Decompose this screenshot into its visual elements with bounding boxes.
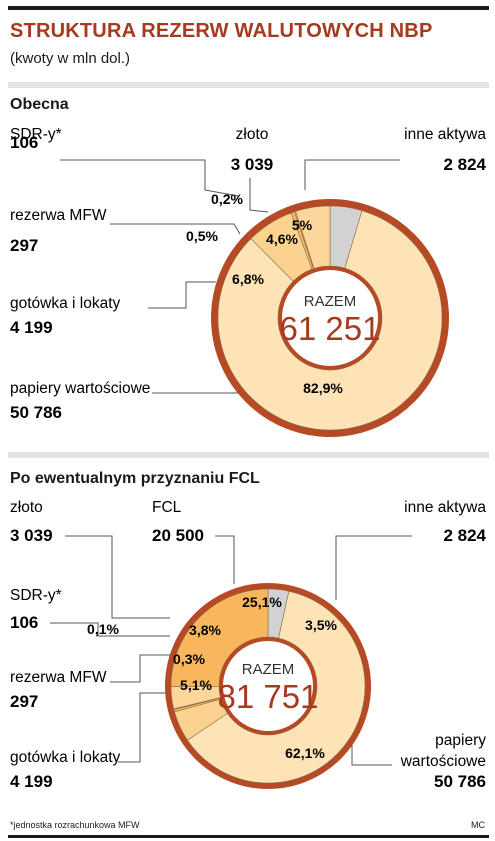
donut-inner-ring [278,266,382,370]
pct-label-zloto: 3,8% [189,622,221,638]
value-label-gotowka-i-lokaty: 4 199 [10,318,53,337]
category-label-gotowka-i-lokaty: gotówka i lokaty [10,295,121,312]
section-separator [8,82,489,88]
leader-line-fcl [215,535,235,584]
center-label: RAZEM [242,661,295,678]
pct-label-rezerwa-mfw: 0,3% [173,651,205,667]
value-label-inne-aktywa: 2 824 [443,526,486,545]
category-label-zloto: złoto [10,499,43,516]
donut-outer-ring [165,583,371,789]
pct-label-fcl: 25,1% [242,594,282,610]
category-label-inne-aktywa: inne aktywa [404,126,486,143]
credit: MC [471,820,485,830]
category-label-papiery-wartosciowe: papiery [435,732,486,749]
pct-label-inne-aktywa: 3,5% [305,617,337,633]
leader-line-gotowka-i-lokaty [118,692,172,763]
value-label-papiery-wartosciowe: 50 786 [434,772,486,791]
pct-label-sdr-y: 0,1% [87,621,119,637]
donut-inner-ring [219,637,317,735]
pct-label-sdr-y: 0,2% [211,191,243,207]
pct-label-papiery-wartosciowe: 82,9% [303,380,343,396]
pct-label-rezerwa-mfw: 0,5% [186,228,218,244]
section-separator [8,452,489,458]
leader-line-papiery-wartosciowe [351,745,392,766]
bottom-rule [8,835,489,838]
value-label-sdr-y: 106 [10,133,38,152]
page-title: STRUKTURA REZERW WALUTOWYCH NBP [10,20,433,42]
category-label-rezerwa-mfw: rezerwa MFW [10,207,107,224]
category-label-zloto: złoto [236,126,269,143]
pct-label-zloto: 4,6% [266,231,298,247]
category-label-gotowka-i-lokaty: gotówka i lokaty [10,749,121,766]
leader-line-sdr-y [60,159,239,197]
value-label-inne-aktywa: 2 824 [443,155,486,174]
leader-line-rezerwa-mfw [110,654,170,683]
pct-label-gotowka-i-lokaty: 5,1% [180,677,212,693]
center-label: RAZEM [304,293,357,310]
category-label-papiery-wartosciowe-line2: wartościowe [400,753,486,770]
value-label-papiery-wartosciowe: 50 786 [10,403,62,422]
category-label-sdr-y: SDR-y* [10,587,62,604]
leader-line-zloto [65,535,170,619]
center-total: 61 251 [280,310,381,347]
value-label-sdr-y: 106 [10,613,38,632]
category-label-inne-aktywa: inne aktywa [404,499,486,516]
category-label-sdr-y: SDR-y* [10,126,62,143]
leader-line-sdr-y [50,622,170,637]
pct-label-papiery-wartosciowe: 62,1% [285,745,325,761]
category-label-rezerwa-mfw: rezerwa MFW [10,669,107,686]
value-label-gotowka-i-lokaty: 4 199 [10,772,53,791]
value-label-rezerwa-mfw: 297 [10,236,38,255]
center-total: 81 751 [218,678,319,715]
value-label-fcl: 20 500 [152,526,204,545]
section-title-current: Obecna [10,96,69,113]
category-label-papiery-wartosciowe: papiery wartościowe [10,380,150,397]
pct-label-inne-aktywa: 5% [292,217,313,233]
footnote: *jednostka rozrachunkowa MFW [10,820,140,830]
page-subtitle: (kwoty w mln dol.) [10,50,131,67]
donut-outer-ring [211,199,449,437]
leader-line-gotowka-i-lokaty [148,281,216,309]
leader-line-inne-aktywa [335,535,412,600]
value-label-zloto: 3 039 [231,155,274,174]
top-rule [8,6,489,10]
category-label-fcl: FCL [152,499,182,516]
pct-label-gotowka-i-lokaty: 6,8% [232,271,264,287]
leader-line-inne-aktywa [304,159,400,190]
section-title-fcl: Po ewentualnym przyznaniu FCL [10,470,260,487]
value-label-rezerwa-mfw: 297 [10,692,38,711]
value-label-zloto: 3 039 [10,526,53,545]
leader-line-rezerwa-mfw [110,223,241,235]
leader-line-zloto [249,178,269,213]
